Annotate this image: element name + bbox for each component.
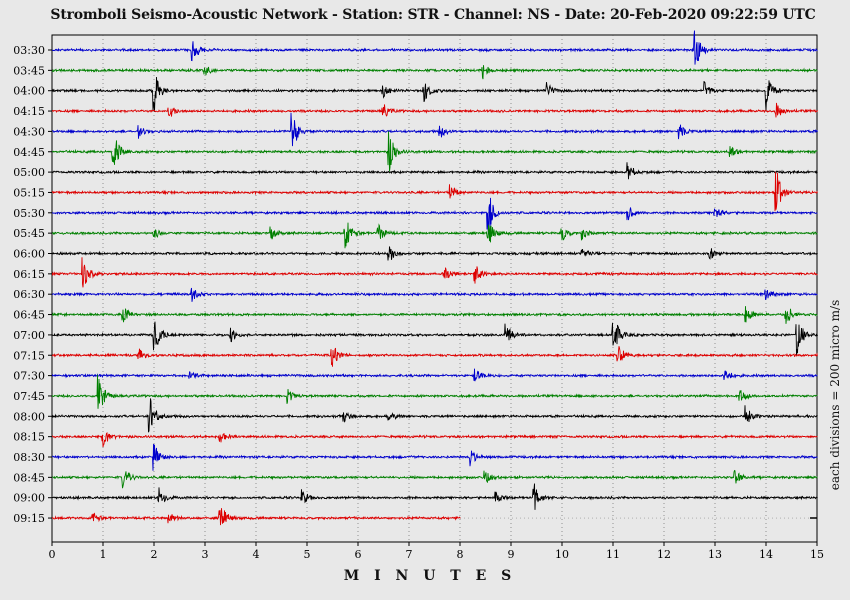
trace-06:45 [51,306,818,324]
row-label-04:00: 04:00 [13,85,45,98]
x-axis-ticks: 0 1 2 3 4 5 6 7 8 9 10 11 12 13 14 15 [49,542,824,561]
row-label-08:00: 08:00 [13,410,45,423]
trace-04:00 [51,76,818,112]
trace-08:45 [51,469,818,489]
trace-03:30 [51,30,818,65]
trace-03:45 [51,65,818,80]
row-label-07:30: 07:30 [13,370,45,383]
row-label-09:00: 09:00 [13,492,45,505]
trace-05:45 [51,222,818,249]
row-label-07:00: 07:00 [13,329,45,342]
row-label-03:30: 03:30 [13,44,45,57]
row-label-03:45: 03:45 [13,64,45,77]
x-tick-label-10: 10 [555,548,569,561]
x-tick-label-12: 12 [657,548,671,561]
x-tick-label-14: 14 [759,548,773,561]
row-label-08:45: 08:45 [13,471,45,484]
seismic-traces [51,30,818,526]
row-label-04:30: 04:30 [13,125,45,138]
row-label-05:30: 05:30 [13,207,45,220]
trace-04:45 [51,131,818,172]
x-tick-label-8: 8 [457,548,464,561]
trace-07:00 [51,321,818,355]
row-label-05:15: 05:15 [13,186,45,199]
trace-04:15 [51,102,818,118]
row-label-08:15: 08:15 [13,431,45,444]
row-label-04:15: 04:15 [13,105,45,118]
trace-08:15 [51,431,818,448]
x-tick-label-11: 11 [606,548,620,561]
chart-title: Stromboli Seismo-Acoustic Network - Stat… [50,7,816,23]
trace-04:30 [51,112,818,147]
row-label-06:45: 06:45 [13,309,45,322]
x-tick-label-0: 0 [49,548,56,561]
row-label-08:30: 08:30 [13,451,45,464]
row-label-05:45: 05:45 [13,227,45,240]
x-tick-label-1: 1 [100,548,107,561]
right-axis-label: each divisions = 200 micro m/s [828,299,842,491]
row-label-07:15: 07:15 [13,349,45,362]
trace-07:30 [51,368,818,382]
x-tick-label-7: 7 [406,548,413,561]
trace-06:15 [51,257,818,288]
trace-07:15 [51,346,818,367]
trace-05:15 [51,171,818,212]
row-time-labels: 03:30 03:45 04:00 04:15 04:30 04:45 05:00 05:15… [13,44,52,525]
trace-06:00 [51,246,818,261]
x-tick-label-9: 9 [508,548,515,561]
trace-09:15 [51,508,461,526]
trace-09:00 [51,483,818,510]
row-label-06:30: 06:30 [13,288,45,301]
row-label-07:45: 07:45 [13,390,45,403]
x-axis-label: M I N U T E S [343,568,517,584]
trace-06:30 [51,287,818,302]
x-tick-label-15: 15 [810,548,824,561]
row-label-05:00: 05:00 [13,166,45,179]
x-tick-label-2: 2 [151,548,158,561]
trace-07:45 [51,374,818,409]
trace-05:30 [51,197,818,235]
x-tick-label-6: 6 [355,548,362,561]
trace-08:00 [51,398,818,433]
row-label-04:45: 04:45 [13,146,45,159]
x-tick-label-5: 5 [304,548,311,561]
trace-05:00 [52,162,818,180]
row-label-09:15: 09:15 [13,512,45,525]
grid-lines [52,35,817,542]
row-label-06:00: 06:00 [13,248,45,261]
x-tick-label-3: 3 [202,548,209,561]
row-label-06:15: 06:15 [13,268,45,281]
x-tick-label-4: 4 [253,548,260,561]
trace-08:30 [51,443,818,471]
x-tick-label-13: 13 [708,548,722,561]
